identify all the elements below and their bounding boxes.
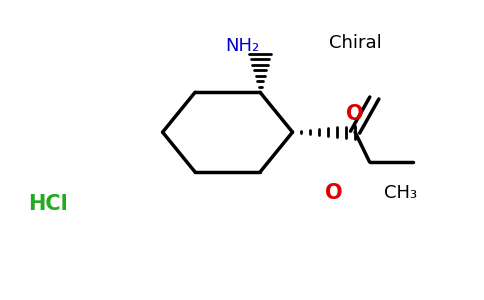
Text: Chiral: Chiral bbox=[329, 34, 381, 52]
Text: HCl: HCl bbox=[28, 194, 68, 214]
Text: O: O bbox=[346, 104, 364, 124]
Text: O: O bbox=[325, 183, 342, 203]
Text: NH₂: NH₂ bbox=[225, 37, 259, 55]
Text: CH₃: CH₃ bbox=[384, 184, 417, 202]
